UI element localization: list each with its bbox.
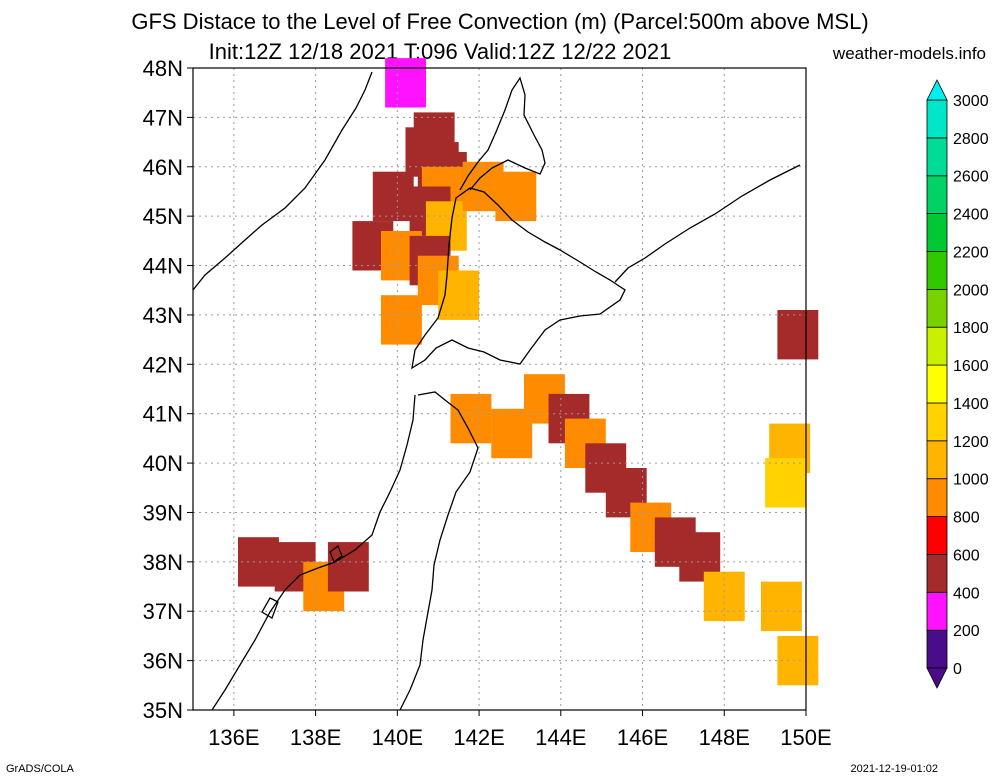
data-cell: [381, 295, 422, 345]
y-tick-label: 44N: [143, 254, 183, 279]
colorbar-label: 2000: [953, 282, 989, 299]
data-cell: [450, 393, 492, 444]
y-tick-label: 35N: [143, 698, 183, 723]
colorbar-label: 1600: [953, 358, 989, 375]
y-tick-label: 42N: [143, 352, 183, 377]
colorbar-swatch: [926, 591, 948, 631]
colorbar-swatch: [926, 175, 948, 214]
data-cell: [495, 171, 537, 222]
colorbar-swatch: [926, 364, 948, 404]
colorbar-swatch: [926, 326, 948, 366]
colorbar-swatch: [926, 288, 948, 328]
y-tick-label: 48N: [143, 56, 183, 81]
colorbar-label: 2400: [953, 207, 989, 224]
data-cell: [385, 58, 426, 108]
y-tick-label: 41N: [143, 402, 183, 427]
coastline-hokkaido: [411, 187, 626, 370]
colorbar-swatch: [926, 440, 948, 480]
plot-frame: [192, 67, 807, 711]
x-tick-label: 138E: [290, 725, 341, 750]
colorbar-swatch: [926, 99, 948, 139]
x-tick-label: 144E: [535, 725, 586, 750]
site-credit: weather-models.info: [832, 44, 986, 63]
colorbar-label: 1200: [953, 434, 989, 451]
data-cell: [777, 310, 819, 360]
colorbar-label: 2200: [953, 244, 989, 261]
y-tick-label: 47N: [143, 105, 183, 130]
colorbar-label: 800: [953, 510, 980, 527]
chart-subtitle: Init:12Z 12/18 2021 T:096 Valid:12Z 12/2…: [208, 39, 672, 64]
colorbar-swatch: [926, 402, 948, 442]
data-cell: [372, 171, 414, 222]
colorbar-swatch: [926, 213, 948, 252]
colorbar-swatch: [926, 478, 948, 518]
data-cell: [777, 635, 819, 686]
colorbar-label: 2600: [953, 169, 989, 186]
colorbar-label: 600: [953, 547, 980, 564]
colorbar-label: 2800: [953, 131, 989, 148]
x-tick-label: 150E: [780, 725, 831, 750]
colorbar-swatch: [926, 137, 948, 177]
y-tick-label: 37N: [143, 599, 183, 624]
colorbar-label: 3000: [953, 93, 989, 110]
coastline-continent: [192, 71, 373, 291]
x-tick-label: 148E: [699, 725, 750, 750]
colorbar-label: 200: [953, 623, 980, 640]
colorbar-swatch: [926, 251, 948, 290]
data-cell: [327, 542, 369, 592]
x-axis-ticks: 136E 138E 140E 142E 144E 146E 148E 150E: [208, 710, 832, 750]
footer-timestamp: 2021-12-19-01:02: [850, 763, 938, 775]
y-axis-ticks: 35N 36N 37N 38N 39N 40N 41N 42N 43N 44N 45N 46N 47N 4…: [143, 56, 193, 723]
y-tick-label: 39N: [143, 500, 183, 525]
colorbar-swatch: [926, 629, 948, 669]
coastline-kurils: [614, 164, 801, 283]
y-tick-label: 40N: [143, 451, 183, 476]
colorbar-min-arrow: [926, 667, 948, 689]
coastline-noto: [261, 597, 279, 619]
coastline-sado: [329, 544, 343, 564]
data-cell: [765, 458, 806, 508]
footer-software: GrADS/COLA: [6, 763, 74, 775]
coastline: [192, 71, 801, 711]
chart-title: GFS Distace to the Level of Free Convect…: [131, 9, 869, 34]
y-tick-label: 45N: [143, 204, 183, 229]
colorbar-max-arrow: [926, 79, 948, 101]
y-tick-label: 36N: [143, 649, 183, 674]
x-tick-label: 140E: [372, 725, 423, 750]
colorbar-label: 1400: [953, 396, 989, 413]
x-tick-label: 142E: [453, 725, 504, 750]
data-cells: [238, 58, 819, 686]
colorbar-swatch: [926, 554, 948, 593]
x-tick-label: 146E: [617, 725, 668, 750]
colorbar-swatch: [926, 516, 948, 555]
colorbar-label: 0: [953, 661, 962, 678]
y-tick-label: 43N: [143, 303, 183, 328]
colorbar-label: 1800: [953, 320, 989, 337]
coastline-sakhalin: [459, 76, 546, 191]
y-tick-label: 38N: [143, 550, 183, 575]
data-cell: [761, 581, 802, 631]
x-tick-label: 136E: [208, 725, 259, 750]
colorbar-label: 400: [953, 585, 980, 602]
y-tick-label: 46N: [143, 155, 183, 180]
colorbar-label: 1000: [953, 472, 989, 489]
data-cell: [491, 408, 533, 459]
colorbar: 0 200 400 600 800 1000 1200 1400 1600 1800 2000 220…: [926, 79, 989, 689]
